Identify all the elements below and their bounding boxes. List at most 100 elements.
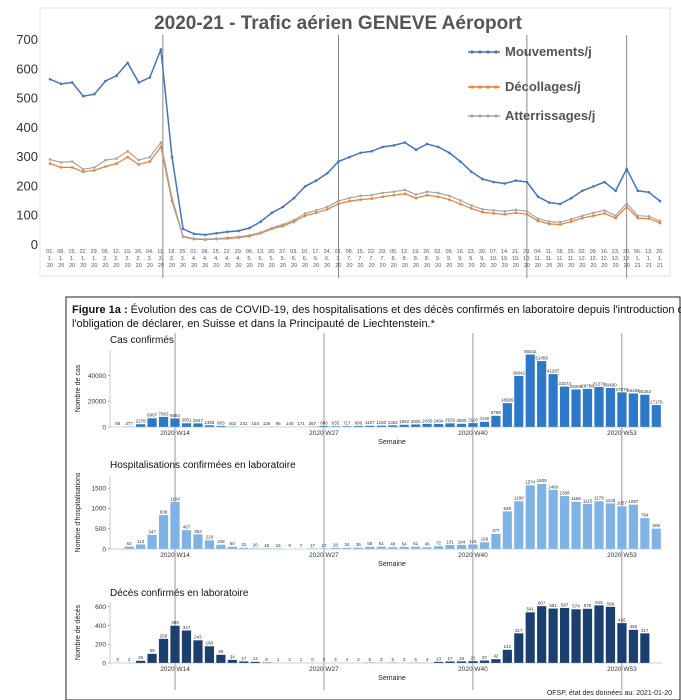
bar xyxy=(548,608,558,664)
x-tick-day: 18. xyxy=(556,249,564,255)
bar-value-label: 1358 xyxy=(204,420,215,425)
bar-value-label: 1057 xyxy=(617,501,628,506)
figure-caption-line2: l'obligation de déclarer, en Suisse et d… xyxy=(72,318,436,330)
bar-value-label: 25 xyxy=(138,655,144,660)
series-point xyxy=(115,74,118,78)
x-tick-day: 12. xyxy=(401,249,409,255)
bar-value-label: 806 xyxy=(355,420,363,425)
bar-value-label: 89 xyxy=(218,649,224,654)
series-point xyxy=(581,216,584,220)
bar xyxy=(216,654,226,664)
series-point xyxy=(425,193,429,197)
x-tick-month: 12. xyxy=(612,256,620,262)
x-tick-day: 28. xyxy=(523,249,531,255)
bar xyxy=(468,422,478,428)
x-tick-day: 23. xyxy=(612,249,620,255)
bar-value-label: 171 xyxy=(297,421,305,426)
bar-value-label: 29289 xyxy=(570,384,583,389)
x-tick-year: 20 xyxy=(468,263,474,269)
series-point xyxy=(447,198,451,201)
series-point xyxy=(192,232,196,236)
covid-figure: Figure 1a : Évolution des cas de COVID-1… xyxy=(65,296,681,700)
bar xyxy=(353,547,364,550)
bar-value-label: 4 xyxy=(346,657,349,662)
bar xyxy=(617,392,627,428)
x-tick-month: 2. xyxy=(125,256,130,262)
x-tick-day: 09. xyxy=(590,249,598,255)
y-tick-label: 40000 xyxy=(88,373,106,380)
y-tick-label: 500 xyxy=(16,91,38,106)
x-tick-day: 12. xyxy=(113,249,121,255)
bar xyxy=(227,659,238,664)
x-tick-month: 4. xyxy=(203,256,208,262)
bar xyxy=(387,546,398,550)
bar-value-label: 3110 xyxy=(468,418,478,423)
x-tick-year: 20 xyxy=(524,263,530,269)
series-point xyxy=(592,214,595,218)
bar-value-label: 56 xyxy=(115,421,121,426)
bar-value-label: 142 xyxy=(504,644,512,649)
series-point xyxy=(104,165,107,168)
x-tick-month: 8. xyxy=(403,256,408,262)
bar xyxy=(158,638,169,664)
series-point xyxy=(148,160,152,163)
bar-value-label: 399 xyxy=(171,620,179,625)
bar-value-label: 1180 xyxy=(514,496,524,501)
series-point xyxy=(170,155,174,159)
series-point xyxy=(392,193,396,197)
x-tick-month: 1. xyxy=(70,256,75,262)
bar-value-label: 14 xyxy=(253,656,259,661)
series-point xyxy=(403,141,407,144)
bar-panel-2: Hospitalisations confirmées en laboratoi… xyxy=(75,460,662,568)
bar xyxy=(342,425,352,428)
x-tick-year: 20 xyxy=(169,263,175,269)
bar xyxy=(594,605,604,664)
bar-value-label: 48 xyxy=(390,542,396,547)
x-tick-month: 1. xyxy=(59,256,64,262)
bar xyxy=(525,354,536,428)
legend-marker xyxy=(478,85,482,89)
series-point xyxy=(647,217,651,220)
series-point xyxy=(270,211,274,215)
x-tick-year: 20 xyxy=(613,263,619,269)
series-point xyxy=(392,144,396,147)
bar-value-label: 25263 xyxy=(639,389,652,394)
x-tick-year: 20 xyxy=(590,263,596,269)
series-point xyxy=(603,212,606,215)
series-point xyxy=(215,237,218,240)
bar xyxy=(193,534,203,550)
bar-value-label: 34 xyxy=(230,654,236,659)
series-point xyxy=(348,155,351,159)
x-tick-month: 12. xyxy=(601,256,609,262)
x-tick-month: 1. xyxy=(658,256,663,262)
series-point xyxy=(425,190,429,193)
series-point xyxy=(558,223,562,226)
x-tick-year: 20 xyxy=(457,263,463,269)
series-point xyxy=(525,212,529,216)
bar-value-label: 2847 xyxy=(193,418,204,423)
series-point xyxy=(547,222,551,226)
bar-value-label: 31279 xyxy=(593,381,606,386)
series-point xyxy=(436,191,440,195)
legend-marker xyxy=(494,85,498,89)
series-point xyxy=(592,211,595,215)
x-tick-month: 7. xyxy=(347,256,352,262)
series-point xyxy=(514,179,518,182)
x-tick-year: 20 xyxy=(269,263,275,269)
bar-value-label: 367 xyxy=(309,421,317,426)
bar xyxy=(330,426,341,428)
series-point xyxy=(59,82,63,86)
y-tick-label: 0 xyxy=(31,237,38,252)
panel-title: Hospitalisations confirmées en laboratoi… xyxy=(110,460,296,471)
series-point xyxy=(525,180,529,184)
x-tick-month: 10. xyxy=(523,256,531,262)
bar-value-label: 180 xyxy=(206,641,214,646)
y-tick-label: 0 xyxy=(102,424,106,431)
bar xyxy=(319,548,329,550)
bar-value-label: 838 xyxy=(160,510,168,515)
bar-value-label: 219 xyxy=(206,535,214,540)
bar-value-label: 1460 xyxy=(548,484,559,489)
x-tick-month: 7. xyxy=(369,256,374,262)
bar-value-label: 505 xyxy=(653,523,661,528)
